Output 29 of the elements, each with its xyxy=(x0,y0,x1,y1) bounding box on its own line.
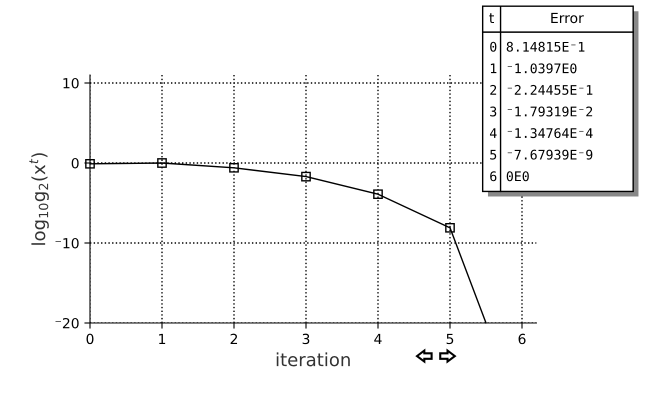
text: t xyxy=(489,13,494,24)
y-tick-label: 0 xyxy=(72,158,79,168)
annotation: ⁻1.79319E⁻2 xyxy=(508,106,592,116)
annotation: ⁻2.24455E⁻1 xyxy=(508,84,592,95)
y-tick-label: ⁻10 xyxy=(56,238,79,248)
x-axis-title: iteration xyxy=(276,352,350,366)
text: 0 xyxy=(490,42,496,52)
annotation: 6 xyxy=(490,171,496,182)
text: 1 xyxy=(490,64,496,74)
x-tick-label: 5 xyxy=(446,334,454,344)
text: ⁻1.0397E0 xyxy=(508,63,577,74)
x-tick-label: 6 xyxy=(518,334,526,344)
text: Error xyxy=(551,12,584,24)
annotation: 0E0 xyxy=(506,171,529,182)
annotation: 2 xyxy=(490,84,496,95)
x-tick-label: 1 xyxy=(159,334,166,344)
x-tick-label: 0 xyxy=(86,334,94,344)
y-axis-title: log$_{10}$g$_{2}$(x$^{t}$) xyxy=(29,153,49,245)
x-tick-label: 3 xyxy=(302,334,310,344)
annotation: 5 xyxy=(490,150,496,160)
y-tick-label: ⁻20 xyxy=(56,318,79,328)
annotation: ⁻7.67939E⁻9 xyxy=(508,150,592,160)
annotation: 3 xyxy=(490,106,496,116)
annotation: 4 xyxy=(490,128,497,138)
x-tick-label: 2 xyxy=(230,334,238,344)
annotation: ⁻1.34764E⁻4 xyxy=(508,128,593,138)
text: 8.14815E⁻1 xyxy=(506,42,584,52)
x-tick-label: 4 xyxy=(374,334,382,344)
y-tick-label: 10 xyxy=(63,78,79,88)
